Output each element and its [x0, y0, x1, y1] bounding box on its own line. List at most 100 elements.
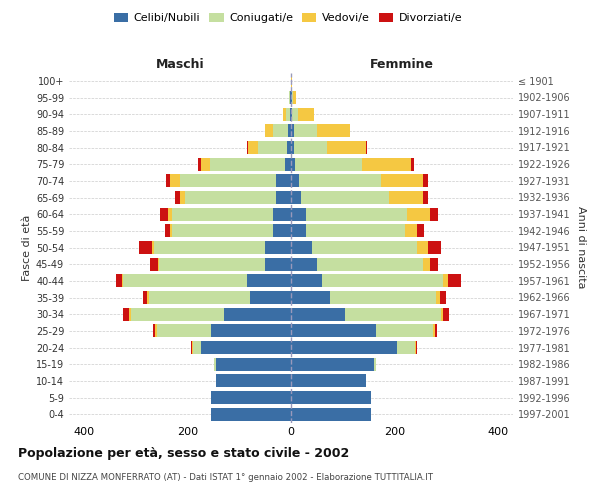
Bar	[265, 241, 291, 254]
Text: COMUNE DI NIZZA MONFERRATO (AT) - Dati ISTAT 1° gennaio 2002 - Elaborazione TUTT: COMUNE DI NIZZA MONFERRATO (AT) - Dati I…	[18, 472, 433, 482]
Text: Femmine: Femmine	[370, 58, 434, 71]
Bar	[295, 158, 362, 170]
Bar	[200, 158, 210, 170]
Bar	[172, 224, 273, 237]
Bar	[290, 108, 291, 120]
Bar	[211, 391, 291, 404]
Bar	[130, 308, 131, 320]
Bar	[291, 158, 295, 170]
Bar	[291, 374, 366, 388]
Bar	[397, 341, 415, 354]
Bar	[216, 374, 291, 388]
Bar	[293, 141, 327, 154]
Bar	[180, 174, 275, 188]
Bar	[317, 258, 422, 270]
Bar	[265, 124, 273, 138]
Bar	[291, 174, 299, 188]
Bar	[175, 191, 180, 204]
Bar	[214, 358, 216, 370]
Legend: Celibi/Nubili, Coniugati/e, Vedovi/e, Divorziati/e: Celibi/Nubili, Coniugati/e, Vedovi/e, Di…	[109, 8, 467, 28]
Bar	[283, 108, 286, 120]
Bar	[265, 258, 291, 270]
Bar	[170, 174, 180, 188]
Bar	[317, 124, 350, 138]
Y-axis label: Fasce di età: Fasce di età	[22, 214, 32, 280]
Bar	[192, 341, 193, 354]
Bar	[293, 124, 317, 138]
Bar	[122, 274, 123, 287]
Bar	[292, 108, 298, 120]
Bar	[433, 324, 434, 338]
Bar	[443, 274, 448, 287]
Bar	[291, 191, 301, 204]
Bar	[273, 208, 291, 220]
Bar	[362, 158, 411, 170]
Bar	[291, 124, 293, 138]
Bar	[152, 324, 155, 338]
Bar	[291, 324, 376, 338]
Bar	[327, 141, 366, 154]
Bar	[248, 141, 259, 154]
Bar	[191, 341, 192, 354]
Bar	[291, 258, 317, 270]
Y-axis label: Anni di nascita: Anni di nascita	[576, 206, 586, 288]
Bar	[247, 274, 291, 287]
Bar	[404, 224, 418, 237]
Bar	[291, 291, 330, 304]
Bar	[155, 324, 157, 338]
Bar	[131, 308, 224, 320]
Bar	[211, 408, 291, 420]
Bar	[172, 208, 273, 220]
Bar	[322, 274, 443, 287]
Bar	[273, 124, 289, 138]
Bar	[411, 158, 414, 170]
Bar	[291, 208, 307, 220]
Bar	[289, 124, 291, 138]
Bar	[123, 274, 247, 287]
Bar	[160, 258, 265, 270]
Bar	[150, 258, 158, 270]
Bar	[250, 291, 291, 304]
Bar	[286, 108, 290, 120]
Bar	[418, 241, 428, 254]
Bar	[180, 191, 185, 204]
Bar	[158, 258, 160, 270]
Bar	[307, 208, 407, 220]
Bar	[143, 291, 148, 304]
Bar	[311, 241, 418, 254]
Bar	[291, 358, 374, 370]
Bar	[291, 141, 293, 154]
Bar	[211, 324, 291, 338]
Bar	[154, 241, 265, 254]
Bar	[168, 208, 172, 220]
Bar	[301, 191, 389, 204]
Bar	[152, 241, 154, 254]
Bar	[382, 174, 422, 188]
Bar	[185, 191, 275, 204]
Bar	[287, 141, 291, 154]
Bar	[291, 391, 371, 404]
Bar	[366, 141, 367, 154]
Bar	[428, 241, 441, 254]
Bar	[298, 108, 314, 120]
Bar	[275, 174, 291, 188]
Bar	[291, 241, 311, 254]
Bar	[291, 408, 371, 420]
Bar	[291, 108, 292, 120]
Bar	[275, 191, 291, 204]
Text: Maschi: Maschi	[155, 58, 205, 71]
Bar	[291, 274, 322, 287]
Bar	[299, 174, 382, 188]
Bar	[285, 158, 291, 170]
Bar	[148, 291, 149, 304]
Bar	[247, 141, 248, 154]
Bar	[422, 258, 430, 270]
Bar	[443, 308, 449, 320]
Bar	[345, 308, 441, 320]
Bar	[307, 224, 404, 237]
Bar	[210, 158, 285, 170]
Bar	[374, 358, 376, 370]
Bar	[418, 224, 424, 237]
Bar	[193, 341, 200, 354]
Bar	[157, 324, 211, 338]
